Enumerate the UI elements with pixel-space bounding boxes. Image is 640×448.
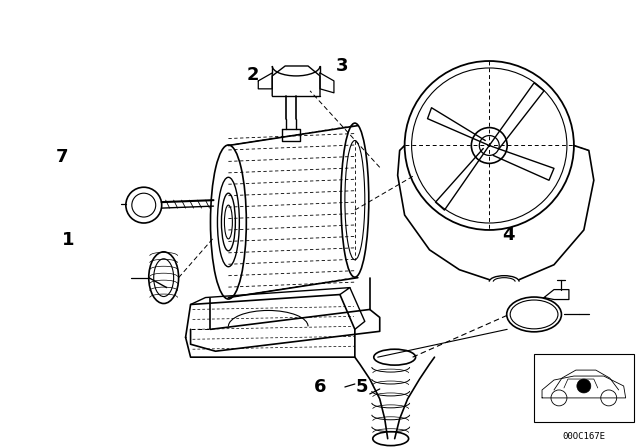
Text: 2: 2 [247, 66, 259, 84]
Circle shape [577, 379, 591, 393]
Text: 7: 7 [56, 148, 68, 166]
Bar [534, 354, 634, 422]
Text: 4: 4 [502, 226, 514, 244]
Text: 6: 6 [314, 378, 326, 396]
Text: 00OC167E: 00OC167E [563, 432, 605, 441]
Text: 1: 1 [62, 231, 74, 249]
Text: 3: 3 [336, 57, 349, 75]
Text: 5: 5 [355, 378, 367, 396]
